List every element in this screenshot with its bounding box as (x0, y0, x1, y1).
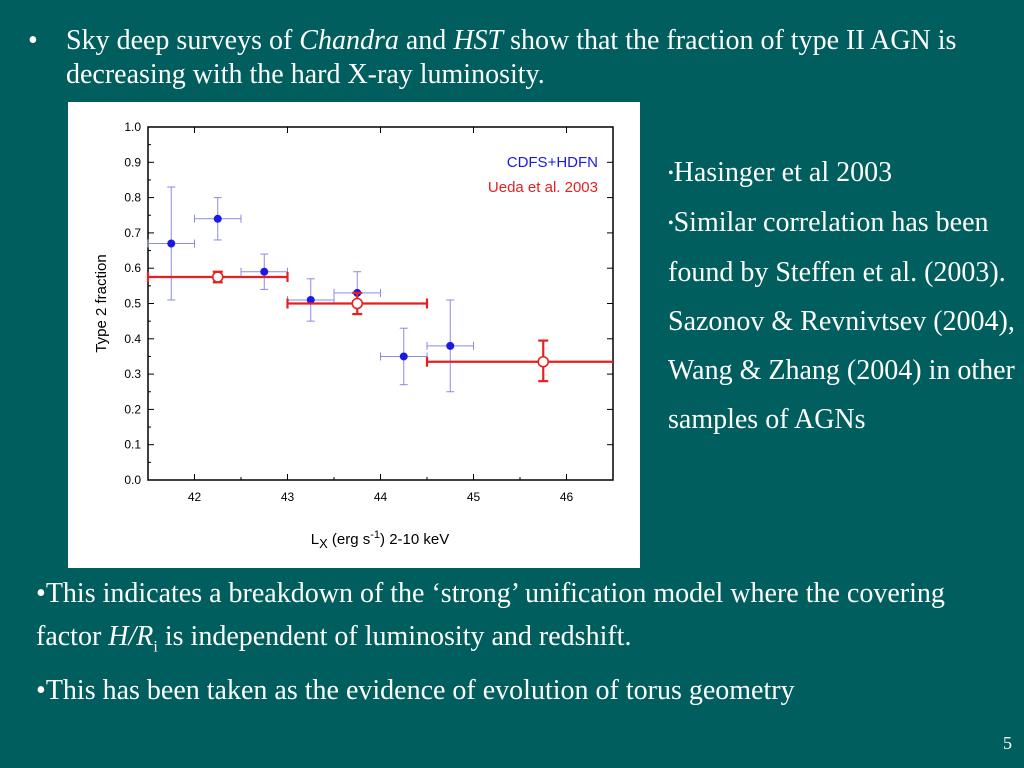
data-point-ueda (351, 297, 364, 310)
y-tick-label: 0.7 (124, 226, 141, 240)
bullet-icon: • (668, 165, 674, 182)
y-tick-label: 0.5 (124, 297, 141, 311)
x-tick-label: 43 (281, 490, 295, 504)
y-axis-label: Type 2 fraction (93, 254, 110, 352)
legend-entry-cdfs: CDFS+HDFN (507, 154, 598, 171)
bullet-icon: • (28, 25, 38, 56)
y-tick-label: 0.2 (124, 402, 141, 416)
slide-title-bullet-item: • Sky deep surveys of Chandra and HST sh… (28, 24, 1008, 92)
data-point-ueda (537, 355, 550, 368)
x-tick-label: 45 (467, 490, 481, 504)
bullet-icon: • (36, 578, 46, 609)
y-tick-label: 0.8 (124, 191, 141, 205)
data-point-cdfs (213, 214, 222, 223)
side-note-1-text: Hasinger et al 2003 (673, 157, 893, 188)
title-text-part2: and (398, 25, 454, 56)
y-tick-label: 0.4 (124, 332, 141, 346)
side-notes: •Hasinger et al 2003 •Similar correlatio… (668, 148, 1018, 444)
y-tick-label: 0.1 (124, 438, 141, 452)
bottom-note-1-sub: i (153, 638, 158, 656)
bottom-notes: •This indicates a breakdown of the ‘stro… (36, 572, 1016, 712)
legend-entry-ueda: Ueda et al. 2003 (488, 179, 598, 196)
data-point-cdfs (446, 341, 455, 350)
bottom-note-2: •This has been taken as the evidence of … (36, 669, 1016, 712)
y-tick-label: 0.6 (124, 261, 141, 275)
x-axis-label: LX (erg s-1) 2-10 keV (311, 529, 450, 551)
bottom-note-1-text-b: is independent of luminosity and redshif… (157, 621, 632, 652)
bottom-note-1-hr: H/R (108, 621, 154, 652)
y-tick-label: 1.0 (124, 120, 141, 134)
y-tick-label: 0.9 (124, 155, 141, 169)
side-note-2-text: Similar correlation has been found by St… (668, 207, 1015, 435)
y-tick-label: 0.0 (124, 473, 141, 487)
bullet-icon: • (668, 215, 674, 232)
x-tick-label: 46 (560, 490, 574, 504)
bullet-icon: • (36, 674, 46, 706)
side-note-2: •Similar correlation has been found by S… (668, 198, 1018, 444)
x-tick-label: 42 (188, 490, 202, 504)
title-text-part3: show that the fraction of type II AGN is… (66, 25, 957, 90)
slide-title-text: Sky deep surveys of Chandra and HST show… (66, 24, 1008, 92)
title-text-part1: Sky deep surveys of (66, 25, 300, 56)
title-chandra: Chandra (299, 25, 399, 56)
data-point-ueda (211, 271, 224, 283)
y-tick-label: 0.3 (124, 367, 141, 381)
title-hst: HST (453, 25, 504, 56)
type2-fraction-chart: 0.0 0.1 0.2 0.3 0.4 0.5 0.6 0.7 0.8 0.9 1.0 42 43 44 4… (93, 120, 614, 551)
page-number: 5 (1003, 733, 1012, 753)
data-point-cdfs (399, 352, 408, 361)
bottom-note-1-text-a: This indicates a breakdown of the ‘stron… (36, 578, 945, 652)
chart-figure: 0.0 0.1 0.2 0.3 0.4 0.5 0.6 0.7 0.8 0.9 1.0 42 43 44 4… (68, 102, 640, 568)
side-note-1: •Hasinger et al 2003 (668, 148, 1018, 198)
bottom-note-2-text: This has been taken as the evidence of e… (45, 674, 795, 706)
data-point-cdfs (167, 239, 176, 248)
bottom-note-1: •This indicates a breakdown of the ‘stro… (36, 572, 1016, 669)
x-tick-label: 44 (374, 490, 388, 504)
data-point-cdfs (260, 267, 269, 276)
